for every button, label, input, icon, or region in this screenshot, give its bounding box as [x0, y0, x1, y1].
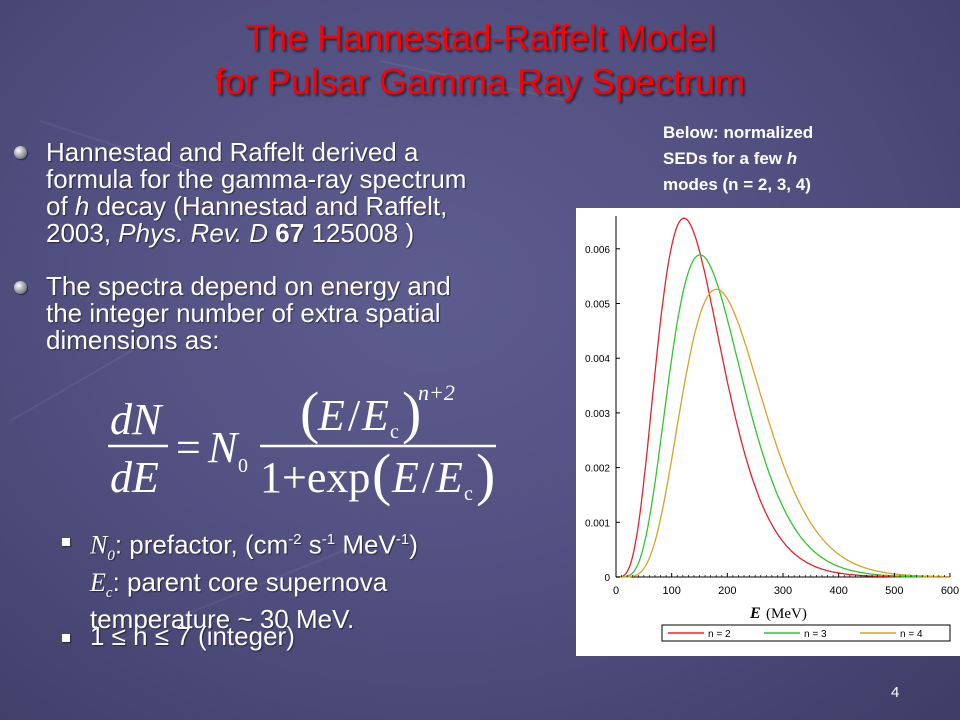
- bullet-1-text: Hannestad and Raffelt derived a formula …: [46, 139, 566, 247]
- x-tick-label: 600: [941, 585, 959, 597]
- x-tick-label: 200: [718, 585, 736, 597]
- bullet-icon: [14, 146, 27, 159]
- bullet-2-line-3: dimensions as:: [46, 325, 220, 355]
- formula-close-paren: ): [476, 442, 495, 507]
- y-tick-label: 0.004: [585, 354, 610, 365]
- formula-N-subscript: 0: [238, 455, 248, 477]
- spectrum-formula: dN dE = N 0 ( E / E c ) n+2 1+exp ( E / …: [108, 380, 496, 507]
- caption-line-2: SEDs for a few h: [663, 149, 798, 168]
- page-number: 4: [891, 684, 900, 701]
- formula-Ec: E: [361, 391, 389, 440]
- sub-bullet-icon: [62, 634, 70, 642]
- bullet-1-line-4: 2003, Phys. Rev. D 67 125008 ): [46, 218, 415, 248]
- bullet-2-text: The spectra depend on energy and the int…: [46, 273, 566, 354]
- chart-background: [576, 208, 960, 656]
- slide-title-line-2: for Pulsar Gamma Ray Spectrum: [214, 61, 746, 102]
- bullet-2-line-2: the integer number of extra spatial: [46, 298, 441, 328]
- bullet-icon: [14, 281, 27, 294]
- formula-slash: /: [348, 391, 361, 440]
- bullet-1-line-2: formula for the gamma-ray spectrum: [46, 164, 467, 194]
- bullet-1-line-3: of h decay (Hannestad and Raffelt,: [46, 191, 448, 221]
- y-tick-label: 0.006: [585, 245, 610, 256]
- x-tick-label: 400: [829, 585, 847, 597]
- legend-box: [661, 624, 951, 642]
- sub-bullet-icon: [62, 538, 70, 546]
- sub-bullet-1-text: N0: prefactor, (cm-2 s-1 MeV-1) Ec: pare…: [90, 527, 560, 632]
- formula-c-subscript: c: [390, 421, 399, 443]
- formula-dE: dE: [110, 453, 159, 502]
- formula-c-subscript: c: [464, 483, 473, 505]
- formula-N: N: [207, 423, 240, 472]
- y-tick-label: 0.003: [585, 409, 610, 420]
- sub-bullet-1-line-3: temperature ~ 30 MeV.: [90, 604, 355, 635]
- formula-exponent: n+2: [418, 380, 455, 405]
- sub-bullet-1-line-1: N0: prefactor, (cm-2 s-1 MeV-1): [90, 529, 418, 564]
- formula-E: E: [317, 391, 345, 440]
- x-axis-label-unit: (MeV): [766, 606, 807, 622]
- slide-title-line-1: The Hannestad-Raffelt Model: [245, 17, 715, 58]
- x-tick-label: 100: [662, 585, 680, 597]
- y-tick-label: 0.001: [585, 518, 610, 529]
- chart-caption: Below: normalized SEDs for a few h modes…: [663, 120, 883, 198]
- formula-open-paren: (: [300, 380, 319, 445]
- y-tick-label: 0.002: [585, 464, 610, 475]
- x-tick-label: 0: [613, 585, 619, 597]
- legend-label: n = 4: [900, 629, 923, 640]
- x-tick-label: 300: [774, 585, 792, 597]
- formula-E: E: [391, 453, 419, 502]
- sed-chart: 0 100 200 300 400 500 600 0 0.001 0.002 0.003 0.004…: [576, 208, 960, 656]
- chart-ticks: 0 100 200 300 400 500 600 0 0.001 0.002 0.003 0.004…: [585, 245, 959, 597]
- y-tick-label: 0: [604, 573, 610, 584]
- sub-bullet-2-text: 1 ≤ n ≤ 7 (integer): [90, 621, 295, 651]
- caption-line-1: Below: normalized: [663, 123, 814, 142]
- bullet-2-line-1: The spectra depend on energy and: [46, 271, 451, 301]
- bullet-1-line-1: Hannestad and Raffelt derived a: [46, 137, 419, 167]
- formula-slash: /: [422, 453, 435, 502]
- formula-denominator-prefix: 1+exp: [260, 453, 370, 502]
- legend-label: n = 3: [804, 629, 827, 640]
- formula-Ec: E: [435, 453, 463, 502]
- caption-line-3: modes (n = 2, 3, 4): [663, 175, 811, 194]
- y-tick-label: 0.005: [585, 300, 610, 311]
- formula-dN: dN: [110, 395, 164, 444]
- legend-label: n = 2: [708, 629, 731, 640]
- chart-legend: n = 2 n = 3 n = 4: [661, 624, 951, 642]
- sub-bullet-1-line-2: Ec: parent core supernova: [90, 566, 388, 602]
- formula-equals: =: [176, 423, 201, 472]
- x-tick-label: 500: [885, 585, 903, 597]
- formula-close-paren: ): [402, 380, 421, 445]
- formula-open-paren: (: [372, 442, 391, 507]
- x-axis-label-variable: E: [749, 605, 761, 622]
- chart-x-axis-label: E (MeV): [749, 605, 807, 622]
